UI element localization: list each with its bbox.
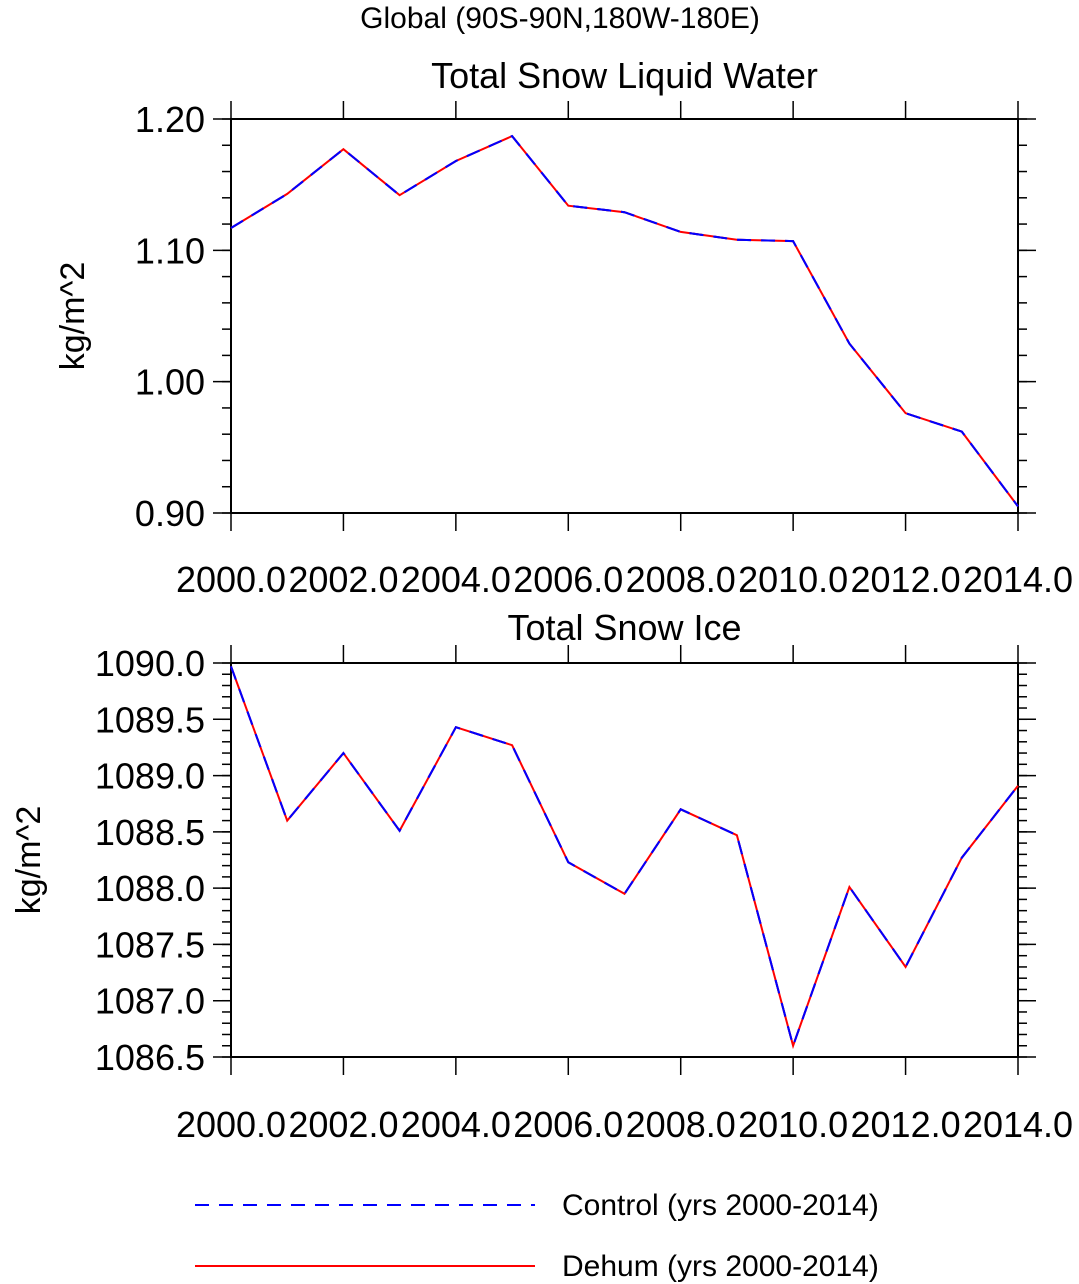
x-tick-label: 2014.0: [963, 1104, 1073, 1145]
y-tick-label: 1.20: [135, 99, 205, 140]
y-tick-label: 1089.0: [95, 756, 205, 797]
y-tick-label: 1.00: [135, 362, 205, 403]
x-tick-label: 2012.0: [851, 1104, 961, 1145]
x-tick-label: 2010.0: [738, 559, 848, 600]
y-axis-label: kg/m^2: [54, 262, 92, 371]
x-tick-label: 2004.0: [401, 1104, 511, 1145]
x-tick-label: 2008.0: [626, 559, 736, 600]
series-line-control-overlay: [230, 134, 1019, 508]
chart-panel-snow-liquid-water: Total Snow Liquid Water 2000.0 2002.0 2004.…: [54, 55, 1073, 600]
y-tick-label: 1086.5: [95, 1037, 205, 1078]
series-line-control-overlay: [230, 666, 1019, 1050]
x-tick-label: 2008.0: [626, 1104, 736, 1145]
main-title: Global (90S-90N,180W-180E): [360, 2, 760, 35]
x-tick-label: 2014.0: [963, 559, 1073, 600]
legend-label-control: Control (yrs 2000-2014): [562, 1189, 879, 1222]
plot-frame: [230, 118, 1019, 514]
x-tick-label: 2012.0: [851, 559, 961, 600]
plot-frame: [230, 662, 1019, 1058]
x-tick-label: 2006.0: [513, 1104, 623, 1145]
y-tick-label: 1087.0: [95, 981, 205, 1022]
y-tick-label: 0.90: [135, 493, 205, 534]
x-tick-label: 2006.0: [513, 559, 623, 600]
series-line-control: [230, 666, 1019, 1050]
series-line-dehum: [230, 666, 1019, 1050]
chart-title: Total Snow Liquid Water: [431, 55, 818, 96]
y-tick-label: 1.10: [135, 230, 205, 271]
y-axis-label: kg/m^2: [10, 806, 48, 915]
chart-title: Total Snow Ice: [507, 607, 741, 648]
legend: Control (yrs 2000-2014) Dehum (yrs 2000-…: [195, 1189, 879, 1283]
x-tick-label: 2002.0: [288, 559, 398, 600]
y-tick-label: 1089.5: [95, 699, 205, 740]
y-tick-label: 1088.5: [95, 812, 205, 853]
series-line-control: [230, 134, 1019, 508]
y-tick-label: 1088.0: [95, 868, 205, 909]
series-line-dehum: [230, 134, 1019, 508]
x-tick-label: 2010.0: [738, 1104, 848, 1145]
legend-label-dehum: Dehum (yrs 2000-2014): [562, 1250, 879, 1283]
x-tick-label: 2000.0: [176, 1104, 286, 1145]
y-tick-label: 1090.0: [95, 643, 205, 684]
y-tick-label: 1087.5: [95, 924, 205, 965]
x-tick-label: 2002.0: [288, 1104, 398, 1145]
x-tick-label: 2000.0: [176, 559, 286, 600]
x-tick-label: 2004.0: [401, 559, 511, 600]
